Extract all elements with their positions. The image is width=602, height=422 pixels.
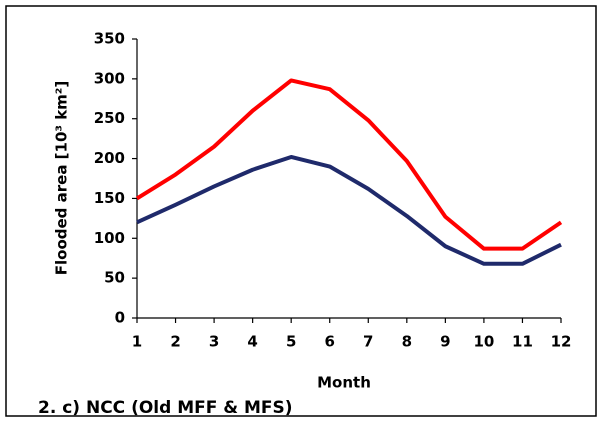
x-tick-label: 6: [325, 333, 335, 351]
series-line: [135, 78, 563, 251]
chart-border: [5, 5, 597, 417]
x-tick-label: 4: [247, 333, 257, 351]
y-tick-label: 0: [115, 309, 125, 327]
x-tick-label: 3: [209, 333, 219, 351]
y-axis-title: Flooded area [10³ km²]: [53, 81, 71, 275]
x-tick-label: 11: [512, 333, 533, 351]
y-tick-label: 50: [104, 269, 125, 287]
x-tick-label: 2: [170, 333, 180, 351]
x-tick-label: 7: [363, 333, 373, 351]
x-tick-label: 5: [286, 333, 296, 351]
x-tick-label: 12: [551, 333, 572, 351]
x-axis-title: Month: [317, 374, 371, 392]
y-tick-label: 200: [94, 149, 125, 167]
y-tick-label: 350: [94, 30, 125, 48]
y-tick-label: 150: [94, 189, 125, 207]
x-tick-label: 9: [440, 333, 450, 351]
x-tick-label: 8: [402, 333, 412, 351]
x-tick-label: 1: [132, 333, 142, 351]
annotation: 2. c) NCC (Old MFF & MFS): [38, 398, 293, 418]
x-tick-label: 10: [473, 333, 494, 351]
y-tick-label: 300: [94, 69, 125, 87]
y-tick-label: 250: [94, 109, 125, 127]
series-line: [136, 154, 562, 266]
y-tick-label: 100: [94, 229, 125, 247]
